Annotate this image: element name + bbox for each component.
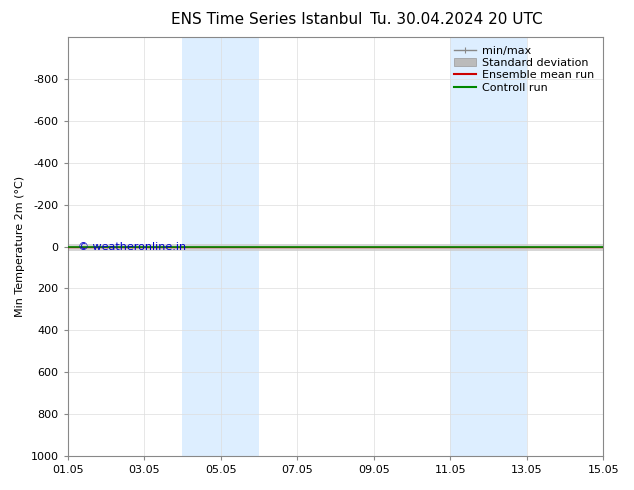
Y-axis label: Min Temperature 2m (°C): Min Temperature 2m (°C)	[15, 176, 25, 317]
Text: ENS Time Series Istanbul: ENS Time Series Istanbul	[171, 12, 362, 27]
Legend: min/max, Standard deviation, Ensemble mean run, Controll run: min/max, Standard deviation, Ensemble me…	[451, 43, 598, 96]
Text: © weatheronline.in: © weatheronline.in	[78, 242, 186, 251]
Bar	[183, 37, 259, 456]
Bar	[450, 37, 527, 456]
Text: Tu. 30.04.2024 20 UTC: Tu. 30.04.2024 20 UTC	[370, 12, 543, 27]
